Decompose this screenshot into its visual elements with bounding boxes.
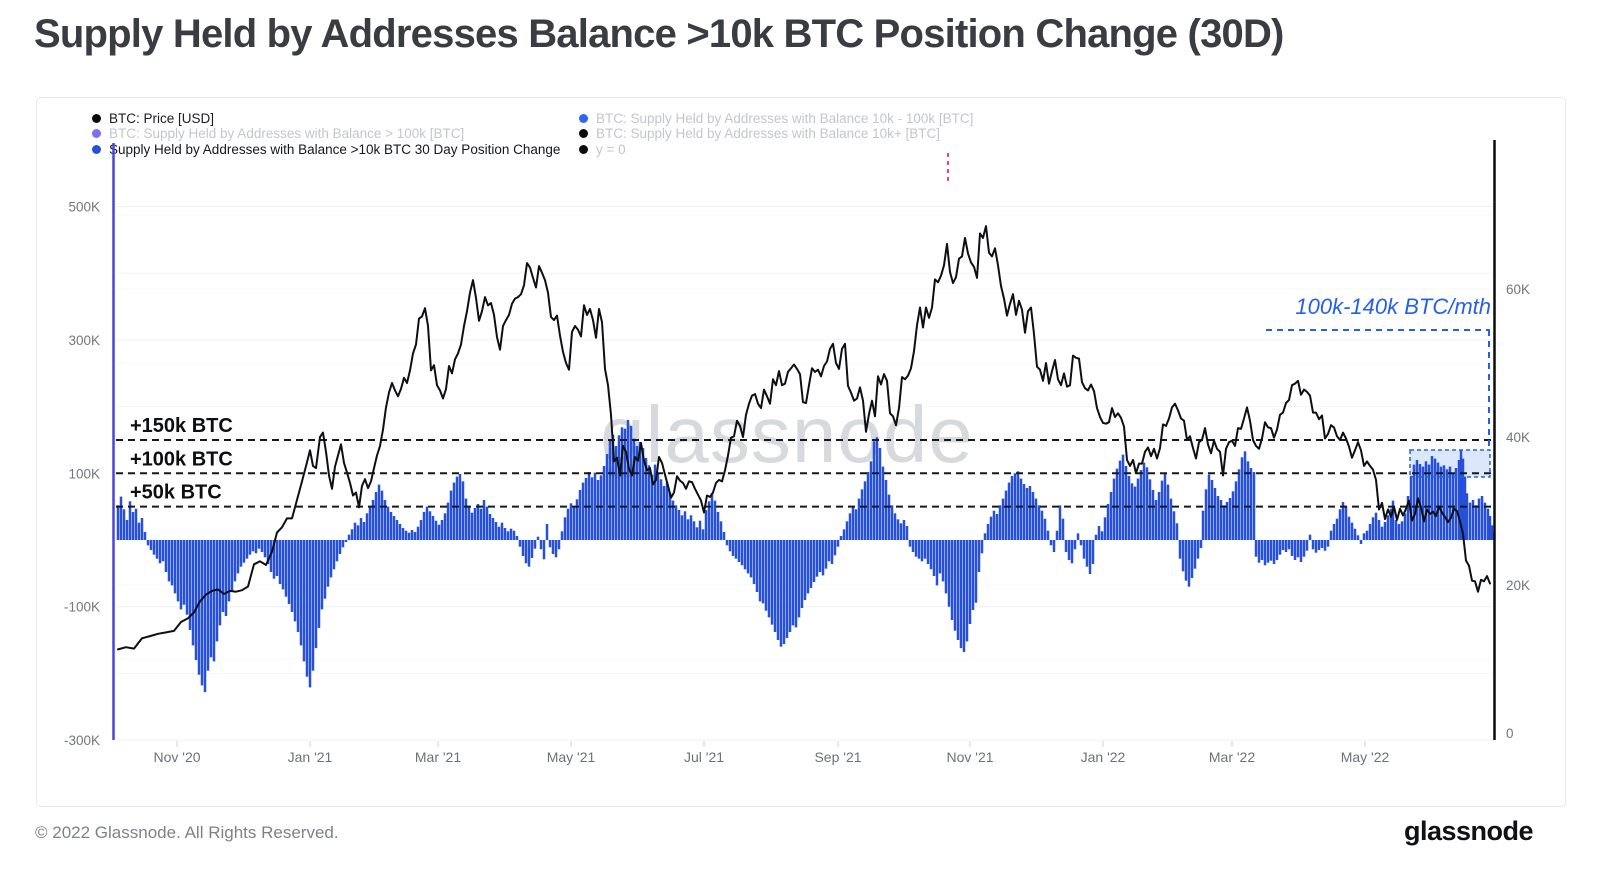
x-axis-tick: Mar '21 xyxy=(415,749,461,765)
x-axis-tick: Jan '21 xyxy=(288,749,333,765)
legend-dot-icon xyxy=(92,145,101,154)
target-annotation-label: 100k-140k BTC/mth xyxy=(1295,294,1491,319)
legend-item-supply-10k-100k[interactable]: BTC: Supply Held by Addresses with Balan… xyxy=(579,111,973,126)
legend-dot-icon xyxy=(92,129,101,138)
legend-label: BTC: Supply Held by Addresses with Balan… xyxy=(596,126,941,141)
level-label-150k: +150k BTC xyxy=(130,415,233,437)
x-axis-tick: Sep '21 xyxy=(814,749,861,765)
legend-item-y0[interactable]: y = 0 xyxy=(579,142,626,157)
legend-item-position-change[interactable]: Supply Held by Addresses with Balance >1… xyxy=(92,142,560,157)
level-label-50k: +50k BTC xyxy=(130,482,222,504)
page-title: Supply Held by Addresses Balance >10k BT… xyxy=(34,12,1284,56)
footer-copyright: © 2022 Glassnode. All Rights Reserved. xyxy=(35,823,339,842)
level-label-100k: +100k BTC xyxy=(130,448,233,470)
left-axis-tick: 500K xyxy=(68,200,100,215)
chart-plot-area[interactable] xyxy=(113,140,1495,740)
left-axis-tick: -300K xyxy=(64,733,100,748)
left-axis-tick: 100K xyxy=(68,466,100,481)
right-axis-tick: 60K xyxy=(1506,282,1530,297)
legend-label: Supply Held by Addresses with Balance >1… xyxy=(109,142,560,157)
legend-item-supply-100k[interactable]: BTC: Supply Held by Addresses with Balan… xyxy=(92,126,464,141)
legend-label: BTC: Supply Held by Addresses with Balan… xyxy=(109,126,465,141)
right-axis: 60K 40K 20K 0 xyxy=(1506,282,1530,741)
legend-label: y = 0 xyxy=(596,142,626,157)
x-axis-tick: May '22 xyxy=(1341,749,1390,765)
x-axis-tick: Jan '22 xyxy=(1081,749,1126,765)
legend-dot-icon xyxy=(579,129,588,138)
x-axis-tick: May '21 xyxy=(547,749,596,765)
legend-label: BTC: Price [USD] xyxy=(109,111,215,126)
right-axis-tick: 0 xyxy=(1506,726,1514,741)
x-axis-tick: Mar '22 xyxy=(1209,749,1255,765)
x-axis: Nov '20 Jan '21 Mar '21 May '21 Jul '21 Sep '… xyxy=(153,741,1390,765)
left-axis-tick: 300K xyxy=(68,333,100,348)
glassnode-logo: glassnode xyxy=(1403,816,1534,846)
x-axis-tick: Nov '21 xyxy=(946,749,993,765)
legend-item-price[interactable]: BTC: Price [USD] xyxy=(92,111,214,126)
legend-dot-icon xyxy=(579,145,588,154)
legend-dot-icon xyxy=(579,114,588,123)
legend-dot-icon xyxy=(92,114,101,123)
legend-label: BTC: Supply Held by Addresses with Balan… xyxy=(596,111,974,126)
highlight-region-border xyxy=(1409,449,1491,478)
bars-30d-position-change xyxy=(116,419,1496,693)
legend-item-supply-10k-plus[interactable]: BTC: Supply Held by Addresses with Balan… xyxy=(579,126,940,141)
left-axis: 500K 300K 100K -100K -300K xyxy=(64,200,100,749)
x-axis-tick: Jul '21 xyxy=(684,749,724,765)
left-axis-tick: -100K xyxy=(64,600,100,615)
right-axis-tick: 20K xyxy=(1506,578,1530,593)
btc-price-line xyxy=(117,225,1491,651)
x-axis-tick: Nov '20 xyxy=(153,749,200,765)
right-axis-tick: 40K xyxy=(1506,430,1530,445)
